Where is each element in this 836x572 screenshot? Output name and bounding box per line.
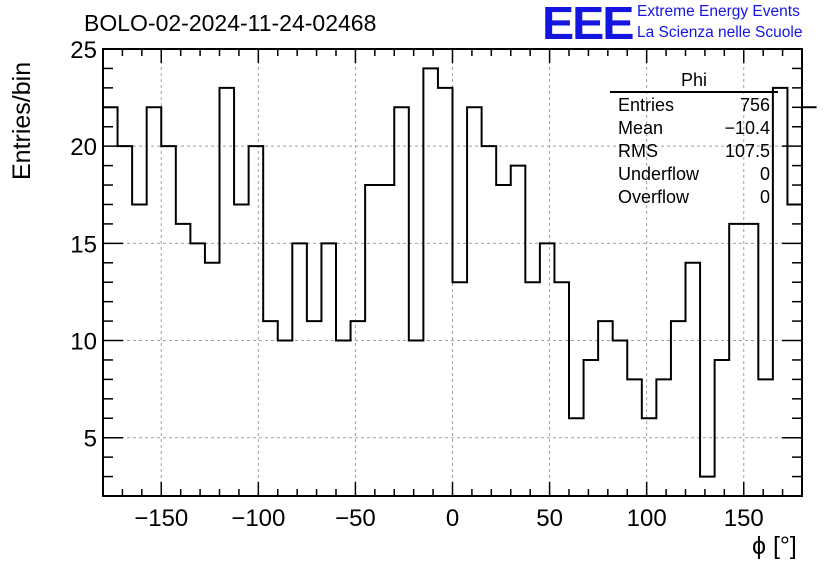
stats-box: Phi Entries 756 Mean −10.4 RMS 107.5 Und… bbox=[610, 70, 778, 209]
stats-value: −10.4 bbox=[724, 118, 770, 138]
stats-value: 756 bbox=[739, 95, 770, 115]
histogram-bin bbox=[438, 88, 453, 496]
histogram-bin bbox=[132, 204, 147, 496]
y-axis-label: Entries/bin bbox=[8, 61, 36, 180]
histogram-bin bbox=[729, 224, 744, 496]
histogram-bin bbox=[598, 321, 613, 496]
x-tick-label: 50 bbox=[536, 505, 563, 532]
stats-label: Overflow bbox=[618, 187, 690, 207]
histogram-bin bbox=[744, 224, 759, 496]
histogram-bin bbox=[292, 243, 307, 496]
stats-value: 0 bbox=[759, 187, 770, 207]
x-tick-label: 100 bbox=[627, 505, 667, 532]
stats-row-entries: Entries 756 bbox=[610, 94, 778, 117]
histogram-bin bbox=[482, 146, 497, 496]
histogram-bin bbox=[496, 185, 511, 496]
y-tick-label: 25 bbox=[70, 37, 97, 64]
histogram-bin bbox=[511, 166, 526, 496]
stats-value: 0 bbox=[759, 164, 770, 184]
histogram-bin bbox=[394, 107, 409, 496]
histogram-bin bbox=[671, 321, 686, 496]
histogram-bin bbox=[307, 321, 322, 496]
x-tick-label: −150 bbox=[134, 505, 188, 532]
y-tick-label: 10 bbox=[70, 329, 97, 356]
histogram-bin bbox=[118, 146, 133, 496]
x-tick-label: −50 bbox=[335, 505, 376, 532]
histogram-bin bbox=[176, 224, 191, 496]
histogram-bin bbox=[569, 418, 584, 496]
histogram-bin bbox=[686, 263, 701, 496]
histogram-bin bbox=[584, 360, 599, 496]
tick-labels: −150 −100 −50 0 50 100 150 5 10 15 20 25 bbox=[70, 37, 763, 532]
stats-row-overflow: Overflow 0 bbox=[610, 186, 778, 209]
stats-label: RMS bbox=[618, 141, 658, 161]
histogram-series bbox=[103, 67, 817, 478]
histogram-bin bbox=[161, 146, 176, 496]
histogram-bin bbox=[715, 360, 730, 496]
stats-row-mean: Mean −10.4 bbox=[610, 117, 778, 140]
logo-line-2: La Scienza nelle Scuole bbox=[637, 24, 803, 41]
histogram-bin bbox=[787, 204, 802, 496]
histogram-bin bbox=[321, 243, 336, 496]
histogram-bin bbox=[263, 321, 278, 496]
histogram-bin bbox=[613, 341, 628, 496]
histogram-bin bbox=[540, 243, 555, 496]
histogram-bin bbox=[249, 146, 264, 496]
histogram-bin bbox=[336, 341, 351, 496]
histogram-bin bbox=[190, 243, 205, 496]
logo-line-1: Extreme Energy Events bbox=[637, 3, 800, 20]
stats-row-underflow: Underflow 0 bbox=[610, 163, 778, 186]
stats-label: Underflow bbox=[618, 164, 700, 184]
histogram-bin bbox=[423, 68, 438, 496]
x-axis-label: ϕ [°] bbox=[752, 532, 797, 560]
histogram-bin bbox=[205, 263, 220, 496]
x-tick-label: −100 bbox=[231, 505, 285, 532]
eee-logo: EEE bbox=[542, 0, 634, 49]
y-tick-label: 15 bbox=[70, 231, 97, 258]
y-tick-label: 20 bbox=[70, 134, 97, 161]
x-tick-label: 0 bbox=[446, 505, 459, 532]
histogram-bin bbox=[409, 341, 424, 496]
histogram-bin bbox=[453, 282, 468, 496]
axis-ticks bbox=[102, 48, 803, 497]
stats-name: Phi bbox=[680, 70, 707, 90]
stats-label: Entries bbox=[618, 95, 675, 115]
histogram-bin bbox=[220, 88, 235, 496]
histogram-bin bbox=[554, 282, 569, 496]
histogram-bin bbox=[525, 282, 540, 496]
histogram-bin bbox=[234, 204, 249, 496]
histogram-bin bbox=[700, 477, 715, 496]
histogram-bin bbox=[278, 341, 293, 496]
chart-title: BOLO-02-2024-11-24-02468 bbox=[84, 10, 377, 36]
stats-divider bbox=[610, 91, 778, 93]
stats-row-rms: RMS 107.5 bbox=[610, 140, 778, 163]
stats-value: 107.5 bbox=[724, 141, 770, 161]
histogram-bin bbox=[642, 418, 657, 496]
stats-label: Mean bbox=[618, 118, 664, 138]
histogram-bin bbox=[351, 321, 366, 496]
histogram-bin bbox=[802, 107, 817, 496]
x-tick-label: 150 bbox=[724, 505, 764, 532]
y-tick-label: 5 bbox=[84, 426, 97, 453]
